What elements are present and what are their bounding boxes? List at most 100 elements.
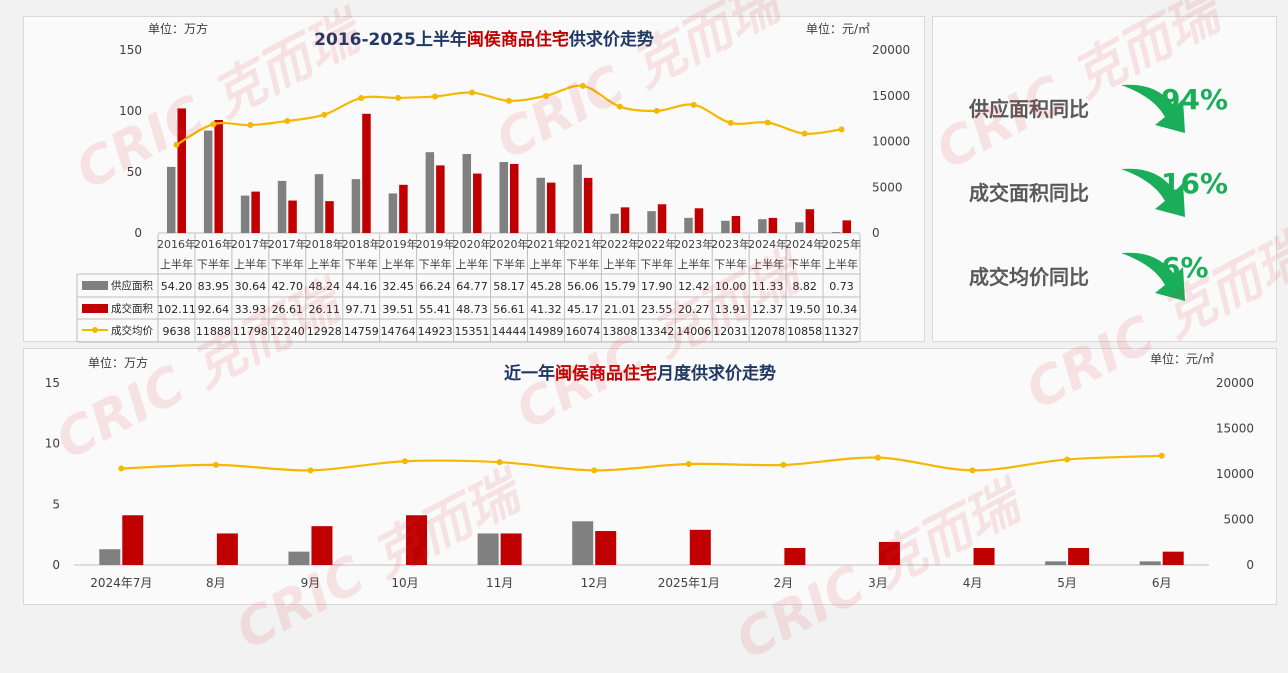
bar-supply (388, 193, 398, 233)
y-right-tick: 20000 (872, 43, 910, 57)
price-point (780, 461, 787, 468)
bar-deal (177, 108, 186, 233)
bar-supply (572, 521, 594, 565)
bar-deal (510, 163, 519, 233)
kpi-price: 成交均价同比 6% (969, 247, 1269, 307)
green-arrow-down-icon (1121, 84, 1185, 133)
deal-data-label: 97.71 (345, 303, 377, 316)
price-point (284, 118, 291, 125)
bar-deal (620, 207, 630, 233)
x-tick-year: 2018年 (305, 237, 344, 251)
bar-deal (583, 177, 593, 233)
supply-data-label: 48.24 (309, 280, 341, 293)
supply-data-label: 30.64 (235, 280, 267, 293)
bar-supply (477, 533, 499, 565)
x-tick-year: 2023年 (711, 237, 750, 251)
x-tick-year: 2017年 (268, 237, 307, 251)
x-tick-half: 下半年 (271, 257, 304, 271)
deal-data-label: 56.61 (493, 303, 525, 316)
price-point (801, 130, 808, 137)
deal-data-label: 33.93 (235, 303, 267, 316)
price-point (247, 122, 254, 129)
x-tick-label: 3月 (868, 576, 888, 590)
kpi-deal-label: 成交面积同比 (969, 181, 1089, 205)
y-left-tick: 0 (134, 226, 142, 240)
deal-data-label: 21.01 (604, 303, 636, 316)
kpi-price-label: 成交均价同比 (969, 265, 1089, 289)
bar-supply (288, 551, 310, 565)
price-point (307, 467, 314, 474)
x-tick-year: 2024年 (748, 237, 787, 251)
y-right-tick: 20000 (1216, 376, 1254, 390)
price-point (874, 454, 881, 461)
bar-supply (795, 222, 804, 233)
bar-supply (314, 174, 324, 233)
bar-deal (399, 184, 408, 233)
x-tick-half: 上半年 (529, 257, 562, 271)
bar-deal (406, 515, 428, 565)
supply-data-label: 58.17 (493, 280, 525, 293)
y-left-tick: 100 (119, 104, 142, 118)
bar-deal (1068, 548, 1090, 565)
x-tick-year: 2018年 (342, 237, 381, 251)
x-tick-year: 2020年 (453, 237, 492, 251)
price-point (173, 141, 180, 148)
x-tick-label: 2024年7月 (90, 576, 152, 590)
bar-deal (731, 216, 741, 233)
price-point (764, 119, 771, 126)
bar-deal (325, 201, 334, 233)
legend-label: 成交面积 (111, 302, 153, 315)
bar-supply (758, 219, 767, 233)
supply-data-label: 44.16 (345, 280, 377, 293)
x-tick-label: 9月 (301, 576, 321, 590)
x-tick-half: 下半年 (640, 257, 673, 271)
price-point (969, 467, 976, 474)
x-tick-half: 上半年 (456, 257, 489, 271)
bar-deal (878, 541, 900, 565)
price-data-label: 11888 (196, 325, 231, 338)
price-point (118, 465, 125, 472)
deal-data-label: 92.64 (198, 303, 230, 316)
bar-deal (311, 526, 333, 565)
supply-data-label: 45.28 (530, 280, 562, 293)
bar-supply (166, 166, 176, 233)
unit-left-label: 单位：万方 (148, 21, 208, 36)
bar-deal (595, 531, 617, 565)
supply-data-label: 12.42 (678, 280, 710, 293)
price-point (1158, 452, 1165, 459)
x-tick-year: 2019年 (379, 237, 418, 251)
price-data-label: 14444 (492, 325, 527, 338)
x-tick-half: 上半年 (382, 257, 415, 271)
price-point (210, 121, 217, 128)
x-tick-label: 11月 (486, 576, 513, 590)
y-right-tick: 5000 (1223, 513, 1254, 527)
supply-data-label: 54.20 (161, 280, 193, 293)
x-tick-year: 2022年 (600, 237, 639, 251)
x-tick-half: 上半年 (677, 257, 710, 271)
y-left-tick: 0 (52, 558, 60, 572)
deal-data-label: 102.11 (157, 303, 196, 316)
price-data-label: 14989 (528, 325, 563, 338)
supply-data-label: 0.73 (829, 280, 854, 293)
bar-supply (647, 211, 656, 233)
deal-data-label: 19.50 (789, 303, 821, 316)
yoy-kpi-panel: 供应面积同比 94% 成交面积同比 16% 成交均价同比 6% (932, 16, 1277, 342)
bar-deal (657, 204, 667, 233)
legend-swatch (82, 304, 108, 313)
x-tick-year: 2016年 (194, 237, 233, 251)
price-point (685, 460, 692, 467)
x-tick-year: 2019年 (416, 237, 455, 251)
bar-deal (216, 533, 238, 565)
kpi-deal-area: 成交面积同比 16% (969, 163, 1269, 223)
bar-deal (842, 220, 852, 233)
bar-deal (805, 209, 815, 233)
bar-deal (436, 165, 445, 233)
unit-right-label: 单位：元/㎡ (806, 21, 870, 36)
chart-title: 近一年闽侯商品住宅月度供求价走势 (504, 363, 776, 384)
green-arrow-down-icon (1121, 168, 1185, 217)
deal-data-label: 23.55 (641, 303, 673, 316)
deal-data-label: 12.37 (752, 303, 784, 316)
supply-data-label: 83.95 (198, 280, 230, 293)
y-right-tick: 15000 (872, 89, 910, 103)
